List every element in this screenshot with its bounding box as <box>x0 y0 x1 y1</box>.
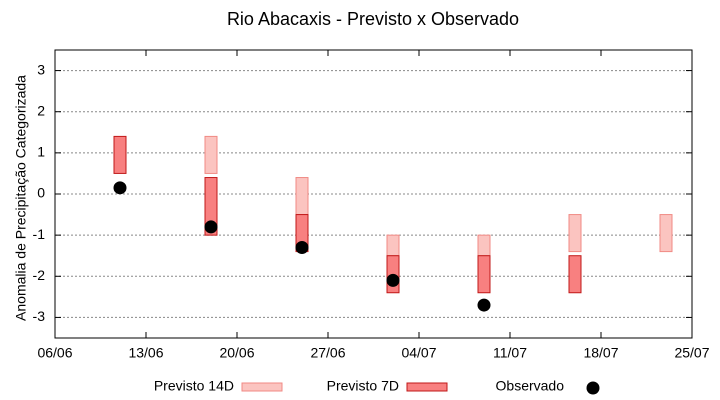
x-tick-label: 20/06 <box>219 345 254 361</box>
legend-label: Observado <box>496 378 565 394</box>
range-box <box>386 234 400 257</box>
y-tick-label: 0 <box>37 185 45 201</box>
x-tick-label: 25/07 <box>674 345 709 361</box>
legend-swatch <box>406 382 448 392</box>
range-box <box>204 135 218 174</box>
range-box <box>204 177 218 236</box>
range-box <box>568 214 582 253</box>
x-tick-label: 27/06 <box>310 345 345 361</box>
y-tick-label: 2 <box>37 102 45 118</box>
x-tick-label: 18/07 <box>583 345 618 361</box>
chart-title: Rio Abacaxis - Previsto x Observado <box>227 9 519 29</box>
range-box <box>477 255 491 294</box>
x-tick-label: 06/06 <box>37 345 72 361</box>
legend-swatch <box>586 381 600 395</box>
range-box <box>113 135 127 174</box>
x-tick-label: 04/07 <box>401 345 436 361</box>
observed-point <box>386 273 400 287</box>
x-tick-label: 13/06 <box>128 345 163 361</box>
y-tick-label: -1 <box>33 226 46 242</box>
observed-point <box>204 220 218 234</box>
y-tick-label: 3 <box>37 61 45 77</box>
y-tick-label: -2 <box>33 267 46 283</box>
observed-point <box>295 240 309 254</box>
x-tick-label: 11/07 <box>493 345 527 361</box>
y-tick-label: 1 <box>37 144 45 160</box>
legend-swatch <box>241 382 283 392</box>
range-box <box>477 234 491 257</box>
legend-label: Previsto 14D <box>154 378 234 394</box>
range-box <box>568 255 582 294</box>
observed-point <box>113 181 127 195</box>
observed-point <box>477 298 491 312</box>
y-axis-label: Anomalia de Precipitação Categorizada <box>13 75 29 321</box>
legend-label: Previsto 7D <box>327 378 399 394</box>
range-box <box>295 177 309 216</box>
y-tick-label: -3 <box>33 308 46 324</box>
range-box <box>659 214 673 253</box>
